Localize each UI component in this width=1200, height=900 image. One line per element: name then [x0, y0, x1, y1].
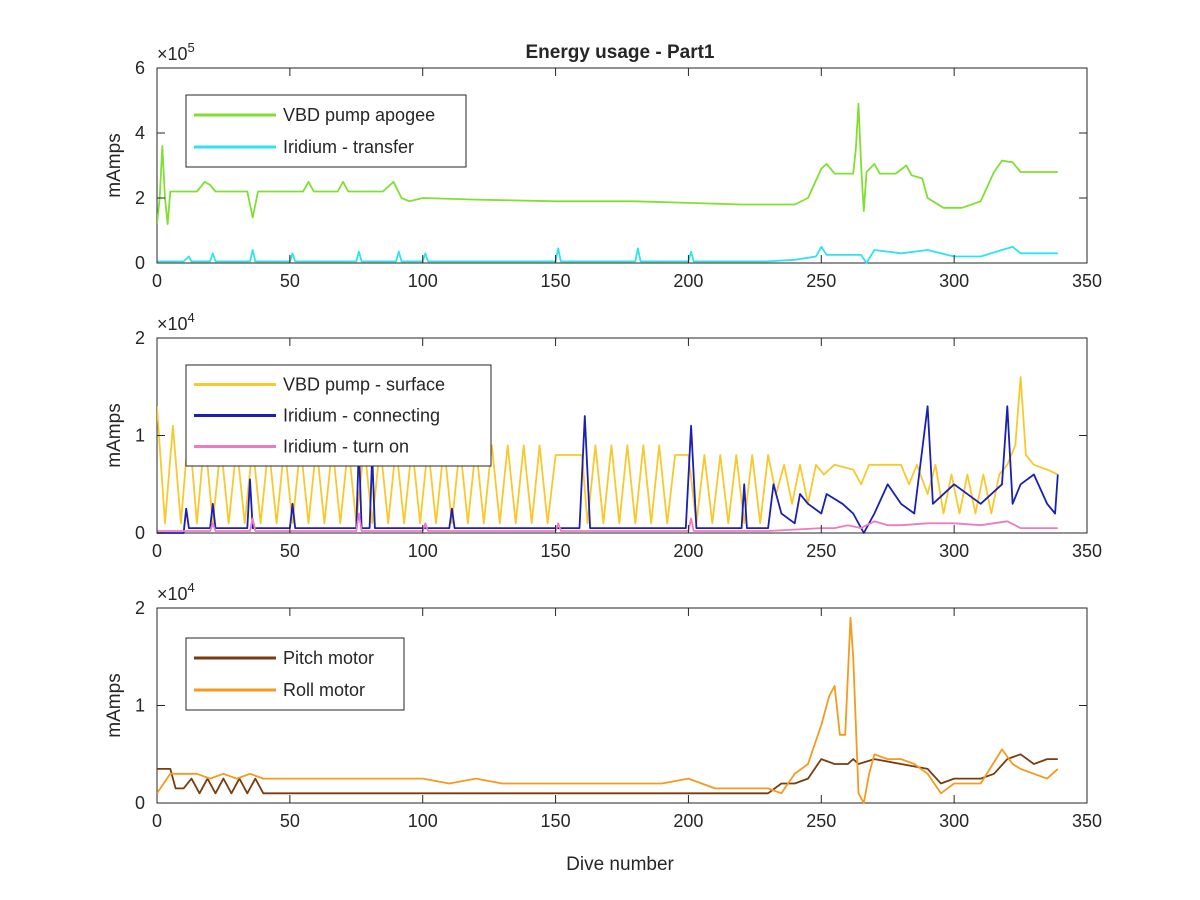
- x-tick-label: 300: [939, 811, 969, 831]
- figure-title: Energy usage - Part1: [525, 42, 714, 63]
- x-tick-label: 300: [939, 541, 969, 561]
- subplot-2: 0 50 100 150 200 250 300 350 0 1 2 mAmps ×104 VBD pum…: [104, 310, 1102, 561]
- y-tick-label: 0: [135, 253, 145, 273]
- x-tick-label: 150: [541, 811, 571, 831]
- legend-entry: Iridium - transfer: [283, 137, 414, 157]
- legend-box: [185, 94, 467, 168]
- x-tick-label: 300: [939, 271, 969, 291]
- x-tick-label: 250: [806, 811, 836, 831]
- x-tick-label: 100: [408, 811, 438, 831]
- x-axis-label: Dive number: [566, 854, 674, 875]
- y-tick-label: 2: [135, 598, 145, 618]
- y-tick-label: 2: [135, 188, 145, 208]
- series-line-1: [157, 102, 1058, 225]
- legend-entry: VBD pump - surface: [283, 375, 445, 395]
- y-exponent-label: ×104: [157, 580, 195, 604]
- y-tick-label: 0: [135, 523, 145, 543]
- plot-area-frame: [156, 67, 1088, 264]
- x-tick-label: 250: [806, 541, 836, 561]
- x-tick-label: 0: [152, 271, 162, 291]
- x-tick-label: 250: [806, 271, 836, 291]
- y-tick-label: 0: [135, 793, 145, 813]
- legend-box: [185, 637, 405, 711]
- legend-entry: Iridium - connecting: [283, 406, 440, 426]
- series-line-3: [157, 512, 1058, 532]
- legend: VBD pump - surface Iridium - connecting Ir…: [185, 364, 492, 467]
- x-tick-label: 200: [673, 271, 703, 291]
- y-axis-label: mAmps: [104, 133, 125, 197]
- subplot-1: 0 50 100 150 200 250 300 350 0 2 4 6 mAmps ×105 VBD pu…: [104, 40, 1102, 291]
- y-axis-label: mAmps: [104, 673, 125, 737]
- x-tick-label: 200: [673, 811, 703, 831]
- y-axis-label: mAmps: [104, 403, 125, 467]
- series-line-2: [157, 405, 1059, 534]
- series-line-2: [157, 245, 1058, 264]
- x-tick-label: 350: [1072, 271, 1102, 291]
- x-tick-label: 100: [408, 271, 438, 291]
- x-tick-label: 50: [280, 811, 300, 831]
- x-tick-label: 150: [541, 271, 571, 291]
- legend-entry: VBD pump apogee: [283, 105, 435, 125]
- legend: Pitch motor Roll motor: [185, 637, 405, 711]
- x-tick-label: 100: [408, 541, 438, 561]
- series-line-2: [157, 616, 1059, 804]
- x-tick-label: 350: [1072, 811, 1102, 831]
- y-tick-label: 1: [135, 696, 145, 716]
- y-tick-label: 4: [135, 123, 145, 143]
- legend: VBD pump apogee Iridium - transfer: [185, 94, 467, 168]
- y-exponent-label: ×104: [157, 310, 195, 334]
- legend-entry: Roll motor: [283, 680, 365, 700]
- series-line-1: [157, 376, 1059, 525]
- x-tick-label: 50: [280, 271, 300, 291]
- x-tick-label: 150: [541, 541, 571, 561]
- x-tick-label: 50: [280, 541, 300, 561]
- y-tick-label: 1: [135, 426, 145, 446]
- legend-entry: Pitch motor: [283, 648, 374, 668]
- y-tick-label: 2: [135, 328, 145, 348]
- legend-entry: Iridium - turn on: [283, 437, 409, 457]
- y-exponent-label: ×105: [157, 40, 195, 64]
- x-tick-label: 0: [152, 541, 162, 561]
- subplot-3: 0 50 100 150 200 250 300 350 0 1 2 mAmps ×104 Pitch m…: [104, 580, 1102, 831]
- series-line-1: [157, 753, 1058, 795]
- x-tick-label: 200: [673, 541, 703, 561]
- y-tick-label: 6: [135, 58, 145, 78]
- x-tick-label: 350: [1072, 541, 1102, 561]
- x-tick-label: 0: [152, 811, 162, 831]
